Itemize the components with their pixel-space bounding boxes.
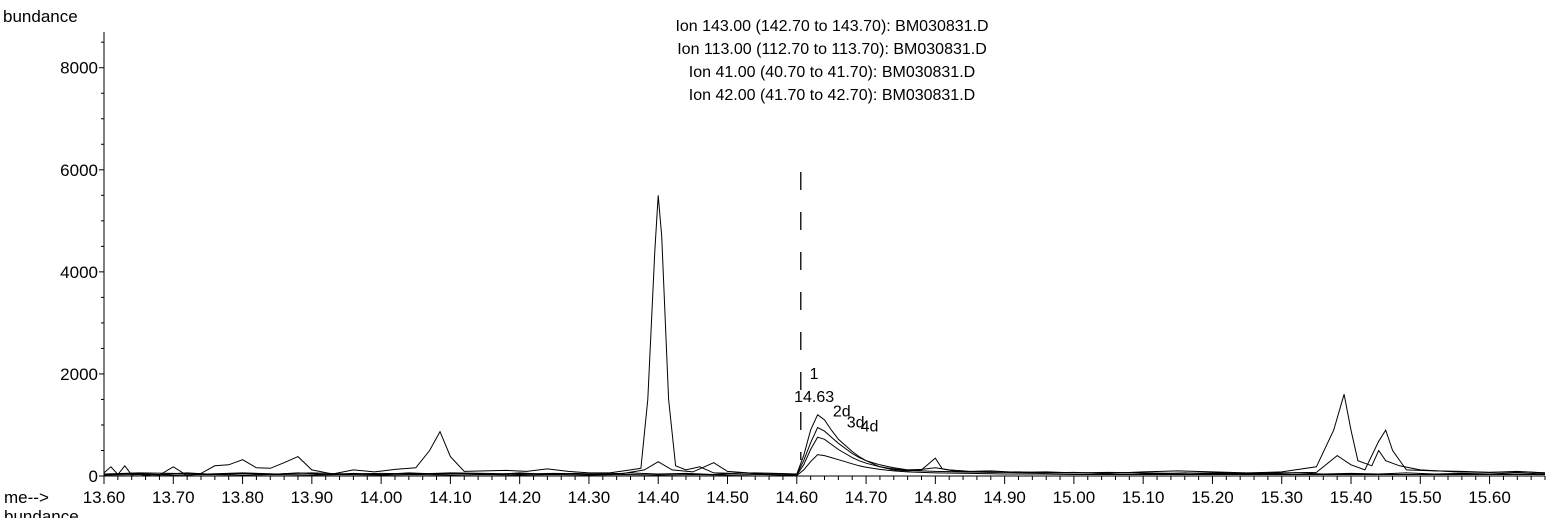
x-tick-label: 14.30 <box>568 488 611 507</box>
x-tick-label: 15.30 <box>1260 488 1303 507</box>
x-tick-label: 13.90 <box>291 488 334 507</box>
x-tick-label: 14.50 <box>706 488 749 507</box>
bottom-cut-label: bundance <box>4 507 79 518</box>
peak-annotation: 4d <box>861 419 879 436</box>
x-tick-label: 14.80 <box>914 488 957 507</box>
y-tick-label: 2000 <box>60 365 98 384</box>
x-tick-label: 15.40 <box>1330 488 1373 507</box>
legend: Ion 143.00 (142.70 to 143.70): BM030831.… <box>675 18 988 104</box>
x-tick-label: 14.70 <box>845 488 888 507</box>
x-tick-label: 14.20 <box>498 488 541 507</box>
peak-annotation: 2d <box>833 403 851 420</box>
x-tick-label: 13.70 <box>152 488 195 507</box>
ion-traces <box>103 195 1546 477</box>
x-tick-label: 15.10 <box>1122 488 1165 507</box>
x-ticks: 13.60 13.70 13.80 13.90 14.00 14.10 14.20 14.30… <box>83 476 1546 507</box>
y-tick-label: 8000 <box>60 59 98 78</box>
ion-trace-1 <box>103 195 1546 477</box>
ion-trace-4 <box>103 454 1545 477</box>
x-tick-label: 15.20 <box>1191 488 1234 507</box>
x-tick-label: 15.60 <box>1468 488 1511 507</box>
y-ticks: 0 2000 4000 6000 8000 <box>60 41 104 486</box>
legend-entry: Ion 42.00 (41.70 to 42.70): BM030831.D <box>689 87 975 104</box>
y-tick-label: 4000 <box>60 263 98 282</box>
peak-annotation: 1 <box>810 366 819 383</box>
x-tick-label: 14.40 <box>637 488 680 507</box>
peak-annotation: 3d <box>847 415 865 432</box>
y-axis-label: bundance <box>3 7 78 26</box>
x-axis-prefix-label: me--> <box>4 488 49 507</box>
legend-entry: Ion 41.00 (40.70 to 41.70): BM030831.D <box>689 64 975 81</box>
x-tick-label: 14.10 <box>429 488 472 507</box>
ion-trace-3 <box>103 436 1546 476</box>
x-tick-label: 15.50 <box>1399 488 1442 507</box>
x-tick-label: 13.60 <box>83 488 126 507</box>
x-tick-label: 14.60 <box>776 488 819 507</box>
peak-annotation: 14.63 <box>794 389 834 406</box>
x-tick-label: 14.00 <box>360 488 403 507</box>
legend-entry: Ion 143.00 (142.70 to 143.70): BM030831.… <box>675 18 988 35</box>
x-tick-label: 15.00 <box>1053 488 1096 507</box>
legend-entry: Ion 113.00 (112.70 to 113.70): BM030831.… <box>677 41 987 58</box>
x-tick-label: 14.90 <box>983 488 1026 507</box>
ion-trace-2 <box>103 426 1546 476</box>
y-tick-label: 0 <box>89 467 98 486</box>
y-tick-label: 6000 <box>60 161 98 180</box>
x-tick-label: 13.80 <box>221 488 264 507</box>
